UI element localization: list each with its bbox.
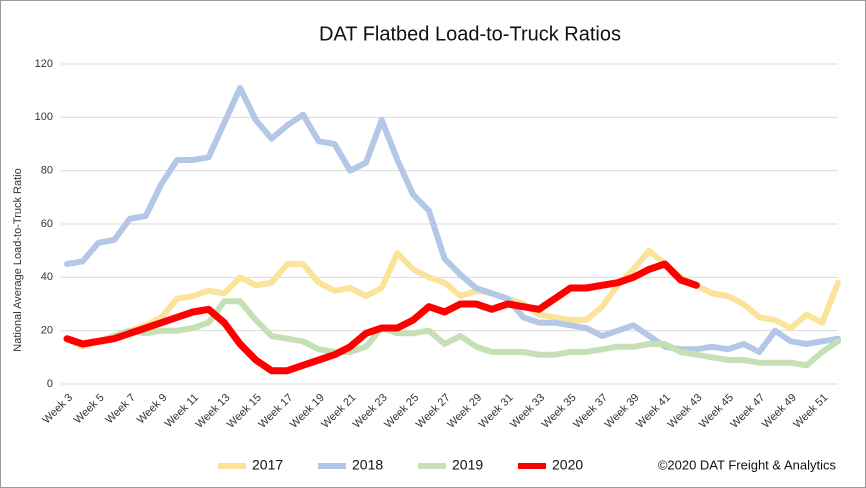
- y-tick-label: 120: [35, 58, 53, 70]
- legend-label: 2019: [452, 457, 483, 473]
- y-tick-label: 0: [47, 378, 53, 390]
- y-tick-label: 100: [35, 111, 53, 123]
- legend-label: 2020: [552, 457, 583, 473]
- y-tick-label: 60: [41, 218, 53, 230]
- y-tick-label: 40: [41, 271, 53, 283]
- y-tick-label: 20: [41, 325, 53, 337]
- chart-title: DAT Flatbed Load-to-Truck Ratios: [319, 23, 621, 45]
- legend-label: 2017: [252, 457, 283, 473]
- annotation: ©2020 DAT Freight & Analytics: [658, 457, 837, 472]
- series-line: [64, 247, 841, 350]
- y-tick-label: 80: [41, 165, 53, 177]
- series-line: [64, 298, 841, 369]
- legend-label: 2018: [352, 457, 383, 473]
- series-line: [63, 260, 700, 375]
- series-line: [64, 85, 841, 355]
- y-axis-label: National Average Load-to-Truck Ratio: [12, 168, 24, 351]
